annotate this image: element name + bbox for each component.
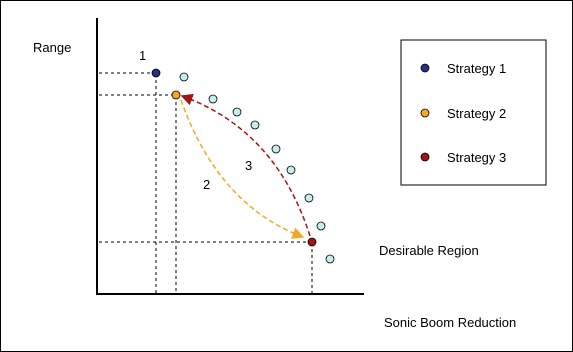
x-axis-label: Sonic Boom Reduction	[384, 315, 516, 330]
pareto-point	[232, 107, 242, 117]
strategy-3-point	[307, 237, 317, 247]
legend-label-strategy-2: Strategy 2	[447, 106, 506, 121]
pareto-point	[316, 221, 326, 231]
pareto-point	[304, 193, 314, 203]
legend-marker-strategy-2	[420, 108, 430, 118]
legend-marker-strategy-1	[420, 63, 430, 73]
strategy-1-point	[151, 68, 161, 78]
arrow-label-2: 2	[203, 177, 210, 192]
pareto-point	[250, 120, 260, 130]
pareto-point	[208, 94, 218, 104]
arrow-label-3: 3	[245, 158, 252, 173]
legend: Strategy 1 Strategy 2 Strategy 3	[400, 39, 547, 186]
y-axis-label: Range	[33, 40, 71, 55]
legend-label-strategy-1: Strategy 1	[447, 61, 506, 76]
strategy-2-point	[171, 90, 181, 100]
legend-marker-strategy-3	[420, 152, 430, 162]
desirable-region-label: Desirable Region	[379, 243, 479, 258]
pareto-point	[325, 254, 335, 264]
pareto-point	[179, 72, 189, 82]
arrow-strategy-3	[180, 93, 311, 237]
pareto-point	[271, 144, 281, 154]
pareto-point	[286, 165, 296, 175]
pareto-points	[179, 72, 335, 264]
arrow-strategy-2	[180, 99, 305, 239]
legend-label-strategy-3: Strategy 3	[447, 150, 506, 165]
arrow-label-1: 1	[139, 48, 146, 63]
